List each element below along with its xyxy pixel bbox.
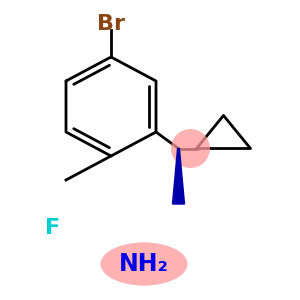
Ellipse shape <box>100 242 188 286</box>
Text: NH₂: NH₂ <box>119 252 169 276</box>
Ellipse shape <box>171 129 210 168</box>
Text: F: F <box>45 218 60 238</box>
Text: Br: Br <box>97 14 125 34</box>
Polygon shape <box>172 148 184 204</box>
